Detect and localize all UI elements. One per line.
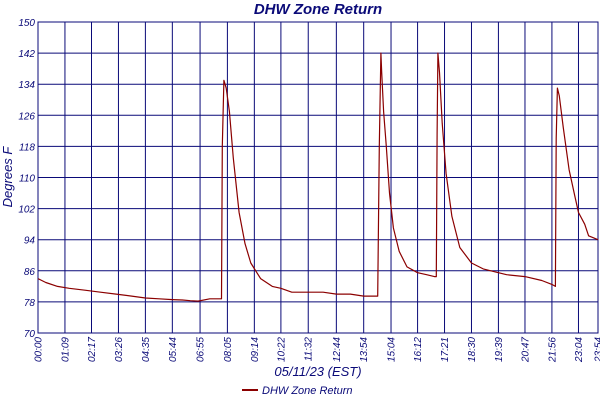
x-tick-label: 15:04 — [387, 337, 398, 362]
y-tick-label: 102 — [18, 205, 35, 216]
x-tick-label: 10:22 — [276, 337, 287, 362]
y-tick-label: 94 — [24, 236, 36, 247]
y-tick-label: 142 — [18, 49, 35, 60]
y-tick-label: 70 — [24, 329, 36, 340]
x-tick-label: 03:26 — [114, 337, 125, 362]
plot-area — [37, 21, 599, 334]
x-tick-label: 08:05 — [223, 337, 234, 362]
y-tick-label: 110 — [19, 174, 35, 185]
x-tick-label: 04:35 — [141, 337, 152, 362]
y-tick-label: 134 — [18, 80, 35, 91]
y-tick-label: 126 — [18, 111, 35, 122]
x-tick-label: 21:56 — [547, 337, 558, 363]
x-axis-ticks: 00:00 01:09 02:17 03:26 04:35 05:44 06:55 08:05… — [34, 337, 600, 363]
grid — [37, 21, 599, 334]
y-tick-label: 150 — [18, 18, 35, 29]
x-tick-label: 16:12 — [413, 337, 424, 362]
x-tick-label: 12:44 — [332, 337, 343, 362]
y-tick-label: 78 — [24, 298, 36, 309]
y-axis-ticks: 70 78 86 94 102 110 118 126 134 142 150 — [18, 18, 35, 340]
x-tick-label: 13:54 — [359, 337, 370, 362]
x-tick-label: 17:21 — [440, 337, 451, 362]
x-tick-label: 06:55 — [196, 337, 207, 362]
x-tick-label: 09:14 — [250, 337, 261, 362]
x-tick-label: 18:30 — [467, 337, 478, 362]
x-tick-label: 05:44 — [168, 337, 179, 362]
x-axis-label: 05/11/23 (EST) — [274, 364, 361, 379]
x-tick-label: 02:17 — [87, 337, 98, 362]
series-line — [37, 52, 599, 302]
x-tick-label: 19:39 — [494, 337, 505, 362]
chart-title: DHW Zone Return — [254, 1, 382, 18]
x-tick-label: 11:32 — [304, 337, 315, 362]
legend: DHW Zone Return — [242, 385, 352, 397]
x-tick-label: 23:54 — [594, 337, 600, 363]
y-tick-label: 118 — [19, 142, 35, 153]
x-tick-label: 01:09 — [60, 337, 71, 362]
legend-label: DHW Zone Return — [262, 385, 352, 397]
x-tick-label: 00:00 — [34, 337, 45, 362]
y-tick-label: 86 — [24, 267, 36, 278]
series-group — [37, 52, 599, 302]
y-axis-label: Degrees F — [0, 146, 15, 208]
x-tick-label: 23:04 — [574, 337, 585, 363]
x-tick-label: 20:47 — [520, 337, 531, 363]
